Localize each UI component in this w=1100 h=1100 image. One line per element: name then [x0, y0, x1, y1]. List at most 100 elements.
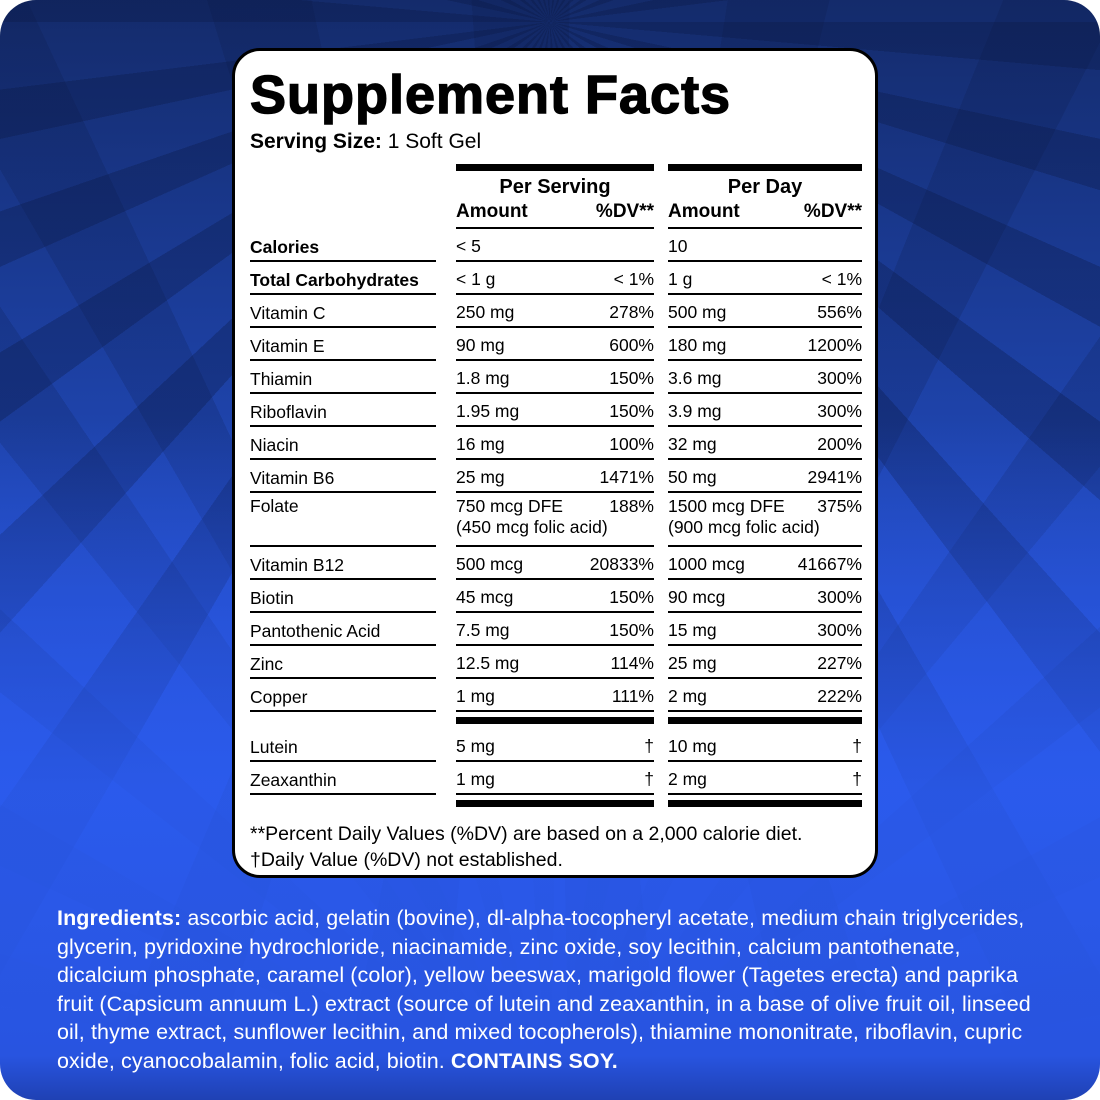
- serving-dv: 100%: [609, 433, 654, 454]
- per-serving-amount-header: Amount: [456, 200, 528, 222]
- table-row: Pantothenic Acid 7.5 mg 150% 15 mg 300%: [250, 613, 862, 646]
- per-day-cell: 10: [668, 229, 862, 262]
- serving-amount: 750 mcg DFE: [456, 495, 563, 516]
- day-amount: 15 mg: [668, 619, 717, 640]
- table-row: Riboflavin 1.95 mg 150% 3.9 mg 300%: [250, 394, 862, 427]
- serving-dv: †: [644, 768, 654, 789]
- per-day-amount-header: Amount: [668, 200, 740, 222]
- table-row: Calories < 5 10: [250, 229, 862, 262]
- per-day-cell: 1500 mcg DFE (900 mcg folic acid) 375%: [668, 493, 862, 547]
- table-row: Lutein 5 mg † 10 mg †: [250, 729, 862, 762]
- section-divider: [250, 712, 862, 729]
- per-day-header: Per Day Amount %DV**: [668, 163, 862, 229]
- serving-amount: 16 mg: [456, 433, 505, 454]
- per-day-title: Per Day: [727, 175, 803, 198]
- table-row: Thiamin 1.8 mg 150% 3.6 mg 300%: [250, 361, 862, 394]
- thick-divider-bar: [668, 716, 862, 724]
- serving-amount-note: (450 mcg folic acid): [456, 516, 608, 537]
- per-serving-cell: 1.8 mg 150%: [456, 361, 654, 394]
- table-row: Biotin 45 mcg 150% 90 mcg 300%: [250, 580, 862, 613]
- serving-amount: 500 mcg: [456, 553, 524, 574]
- serving-amount: 1.8 mg: [456, 367, 510, 388]
- thick-divider-bar: [668, 163, 862, 171]
- ingredients-paragraph: Ingredients: ascorbic acid, gelatin (bov…: [57, 904, 1045, 1076]
- per-day-cell: 2 mg 222%: [668, 679, 862, 712]
- day-amount: 3.9 mg: [668, 400, 722, 421]
- day-amount: 2 mg: [668, 768, 707, 789]
- nutrient-name: Vitamin C: [250, 302, 326, 323]
- nutrient-name: Lutein: [250, 736, 298, 757]
- per-day-cell: 3.9 mg 300%: [668, 394, 862, 427]
- serving-amount: < 1 g: [456, 268, 496, 289]
- per-serving-cell: 1.95 mg 150%: [456, 394, 654, 427]
- per-day-cell: 2 mg †: [668, 762, 862, 795]
- per-day-dv-header: %DV**: [803, 200, 862, 222]
- thick-divider-bar: [456, 799, 654, 807]
- day-amount: 180 mg: [668, 334, 727, 355]
- serving-amount: 45 mcg: [456, 586, 514, 607]
- day-dv: 300%: [817, 367, 862, 388]
- nutrient-name: Calories: [250, 236, 320, 257]
- per-day-cell: 90 mcg 300%: [668, 580, 862, 613]
- day-dv: 2941%: [807, 466, 863, 487]
- thick-divider-bar: [456, 716, 654, 724]
- nutrient-name: Biotin: [250, 587, 294, 608]
- bottom-divider: [250, 795, 862, 812]
- footnotes: **Percent Daily Values (%DV) are based o…: [250, 822, 860, 874]
- serving-amount: 1 mg: [456, 685, 495, 706]
- table-row: Zinc 12.5 mg 114% 25 mg 227%: [250, 646, 862, 679]
- panel-title: Supplement Facts: [249, 65, 732, 125]
- facts-main-rows: Calories < 5 10 Total Carbohydrates < 1 …: [250, 229, 863, 712]
- serving-dv: 20833%: [589, 553, 654, 574]
- per-serving-title: Per Serving: [499, 175, 611, 198]
- day-dv: 1200%: [807, 334, 863, 355]
- table-row: Total Carbohydrates < 1 g < 1% 1 g < 1%: [250, 262, 862, 295]
- serving-size: Serving Size: 1 Soft Gel: [250, 130, 860, 154]
- day-dv: 300%: [817, 586, 862, 607]
- supplement-facts-panel: Supplement Facts Serving Size: 1 Soft Ge…: [232, 48, 878, 878]
- per-day-cell: 1000 mcg 41667%: [668, 547, 862, 580]
- day-amount: 500 mg: [668, 301, 727, 322]
- serving-amount: 1 mg: [456, 768, 495, 789]
- nutrient-name: Thiamin: [250, 368, 313, 389]
- serving-dv: < 1%: [613, 268, 654, 289]
- table-header: Per Serving Amount %DV** Per Day Amount …: [250, 163, 862, 229]
- day-dv: 300%: [817, 619, 862, 640]
- day-amount: 32 mg: [668, 433, 717, 454]
- day-amount: 90 mcg: [668, 586, 726, 607]
- serving-amount: 7.5 mg: [456, 619, 510, 640]
- serving-amount: 250 mg: [456, 301, 515, 322]
- per-day-cell: 50 mg 2941%: [668, 460, 862, 493]
- serving-size-value: 1 Soft Gel: [387, 129, 482, 153]
- per-day-cell: 3.6 mg 300%: [668, 361, 862, 394]
- ingredients-label: Ingredients:: [57, 906, 182, 930]
- day-dv: < 1%: [821, 268, 862, 289]
- serving-dv: 111%: [611, 685, 654, 706]
- per-day-cell: 32 mg 200%: [668, 427, 862, 460]
- per-serving-cell: < 5: [456, 229, 654, 262]
- per-serving-cell: 1 mg 111%: [456, 679, 654, 712]
- per-day-cell: 500 mg 556%: [668, 295, 862, 328]
- thick-divider-bar: [456, 163, 654, 171]
- header-name-spacer: [250, 164, 436, 229]
- per-day-cell: 15 mg 300%: [668, 613, 862, 646]
- per-serving-cell: 500 mcg 20833%: [456, 547, 654, 580]
- per-serving-cell: 90 mg 600%: [456, 328, 654, 361]
- per-serving-header: Per Serving Amount %DV**: [456, 163, 654, 229]
- nutrient-name: Niacin: [250, 434, 299, 455]
- table-row: Niacin 16 mg 100% 32 mg 200%: [250, 427, 862, 460]
- day-amount: 2 mg: [668, 685, 707, 706]
- nutrient-name: Riboflavin: [250, 401, 327, 422]
- serving-amount: 25 mg: [456, 466, 505, 487]
- per-serving-cell: < 1 g < 1%: [456, 262, 654, 295]
- serving-dv: 114%: [610, 652, 654, 673]
- contains-soy: CONTAINS SOY.: [450, 1048, 618, 1073]
- day-dv: 222%: [817, 685, 862, 706]
- per-serving-cell: 16 mg 100%: [456, 427, 654, 460]
- facts-other-rows: Lutein 5 mg † 10 mg † Zeaxanthin 1 mg: [250, 729, 862, 795]
- serving-dv: 150%: [609, 367, 654, 388]
- serving-size-label: Serving Size:: [250, 129, 382, 153]
- table-row: Folate 750 mcg DFE (450 mcg folic acid) …: [250, 493, 862, 547]
- ingredients-text: ascorbic acid, gelatin (bovine), dl-alph…: [57, 906, 1031, 1073]
- table-row: Zeaxanthin 1 mg † 2 mg †: [250, 762, 862, 795]
